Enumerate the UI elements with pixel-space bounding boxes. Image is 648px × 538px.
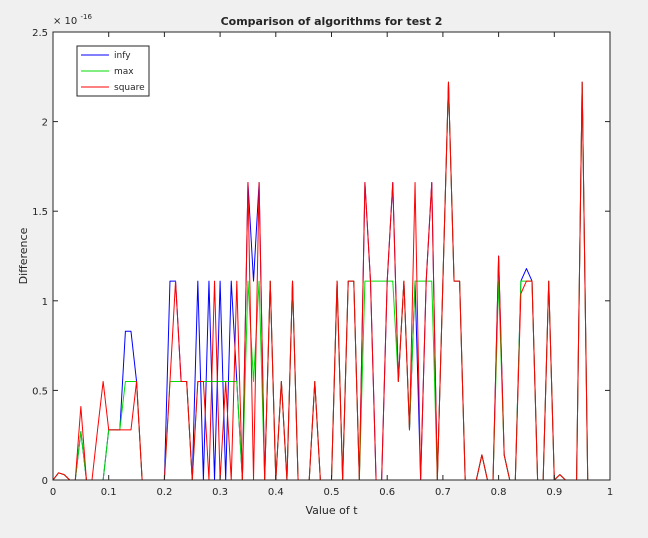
y-tick-label: 1.5 xyxy=(32,207,48,218)
y-axis-exponent: × 10 -16 xyxy=(53,13,92,27)
legend-label-infy: infy xyxy=(114,51,131,61)
y-tick-label: 2.5 xyxy=(32,28,48,39)
x-tick-label: 0.1 xyxy=(101,487,117,498)
x-tick-label: 0 xyxy=(50,487,56,498)
plot-area xyxy=(53,32,610,480)
axes-layer: 0 0.1 0.2 0.3 0.4 0.5 0.6 0.7 0.8 0.9 1 0 0.5 1 1.5 2 2.… xyxy=(32,28,613,498)
chart-title: Comparison of algorithms for test 2 xyxy=(221,15,443,28)
y-axis-label: Difference xyxy=(17,227,30,284)
legend-label-max: max xyxy=(114,67,134,77)
y-axis-exponent-power: -16 xyxy=(80,13,92,21)
x-tick-label: 0.2 xyxy=(156,487,172,498)
legend-label-square: square xyxy=(114,83,145,93)
x-tick-label: 0.9 xyxy=(546,487,562,498)
x-tick-label: 0.7 xyxy=(435,487,451,498)
x-tick-label: 0.5 xyxy=(324,487,340,498)
x-tick-label: 1 xyxy=(607,487,613,498)
y-tick-label: 1 xyxy=(42,297,48,308)
legend: infy max square xyxy=(76,45,150,97)
x-tick-label: 0.6 xyxy=(379,487,395,498)
y-tick-label: 2 xyxy=(42,118,48,129)
x-tick-label: 0.3 xyxy=(212,487,228,498)
y-tick-label: 0.5 xyxy=(32,386,48,397)
x-axis-label: Value of t xyxy=(305,504,358,517)
x-tick-label: 0.4 xyxy=(268,487,284,498)
y-tick-label: 0 xyxy=(42,476,48,487)
y-axis-exponent-base: × 10 xyxy=(53,16,77,27)
x-tick-label: 0.8 xyxy=(491,487,507,498)
